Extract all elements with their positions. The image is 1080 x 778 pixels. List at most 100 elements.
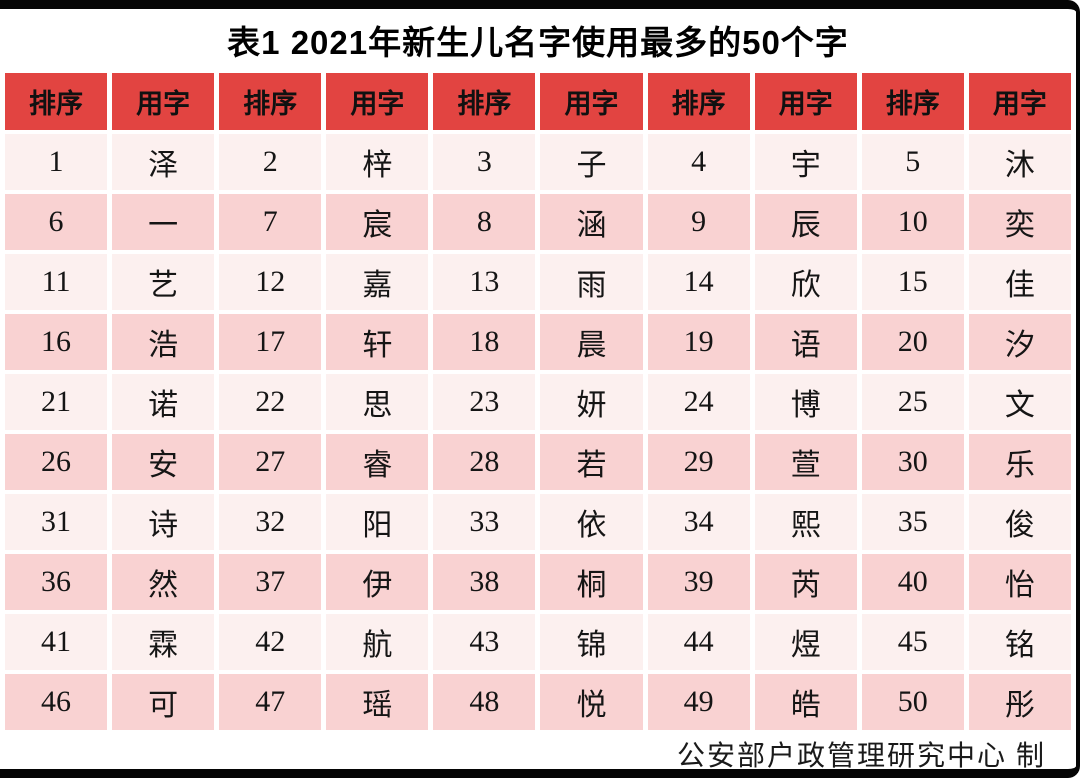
char-cell: 泽 xyxy=(112,134,215,190)
rank-cell: 9 xyxy=(647,194,750,250)
rank-cell: 22 xyxy=(219,374,322,430)
char-cell: 宸 xyxy=(326,194,429,250)
char-cell: 铭 xyxy=(968,614,1071,670)
rank-cell: 30 xyxy=(861,434,964,490)
col-header-rank: 排序 xyxy=(861,73,964,130)
char-cell: 欣 xyxy=(754,254,857,310)
char-cell: 安 xyxy=(112,434,215,490)
rank-cell: 4 xyxy=(647,134,750,190)
char-cell: 博 xyxy=(754,374,857,430)
rank-cell: 20 xyxy=(861,314,964,370)
col-header-rank: 排序 xyxy=(219,73,322,130)
rank-cell: 26 xyxy=(5,434,108,490)
table-row: 21 诺 22 思 23 妍 24 博 25 文 xyxy=(5,374,1071,430)
char-cell: 瑶 xyxy=(326,674,429,730)
col-header-char: 用字 xyxy=(112,73,215,130)
rank-cell: 1 xyxy=(5,134,108,190)
char-cell: 雨 xyxy=(540,254,643,310)
rank-cell: 44 xyxy=(647,614,750,670)
char-cell: 诺 xyxy=(112,374,215,430)
rank-cell: 41 xyxy=(5,614,108,670)
rank-cell: 50 xyxy=(861,674,964,730)
rank-cell: 33 xyxy=(433,494,536,550)
char-cell: 宇 xyxy=(754,134,857,190)
rank-cell: 39 xyxy=(647,554,750,610)
table-row: 11 艺 12 嘉 13 雨 14 欣 15 佳 xyxy=(5,254,1071,310)
table-row: 1 泽 2 梓 3 子 4 宇 5 沐 xyxy=(5,134,1071,190)
rank-cell: 8 xyxy=(433,194,536,250)
rank-cell: 10 xyxy=(861,194,964,250)
char-cell: 彤 xyxy=(968,674,1071,730)
char-cell: 悦 xyxy=(540,674,643,730)
rank-cell: 35 xyxy=(861,494,964,550)
char-cell: 佳 xyxy=(968,254,1071,310)
rank-cell: 19 xyxy=(647,314,750,370)
col-header-char: 用字 xyxy=(754,73,857,130)
char-cell: 奕 xyxy=(968,194,1071,250)
char-cell: 浩 xyxy=(112,314,215,370)
char-cell: 语 xyxy=(754,314,857,370)
char-cell: 俊 xyxy=(968,494,1071,550)
char-cell: 乐 xyxy=(968,434,1071,490)
char-cell: 芮 xyxy=(754,554,857,610)
table-row: 36 然 37 伊 38 桐 39 芮 40 怡 xyxy=(5,554,1071,610)
rank-cell: 37 xyxy=(219,554,322,610)
char-cell: 涵 xyxy=(540,194,643,250)
rank-cell: 16 xyxy=(5,314,108,370)
char-cell: 怡 xyxy=(968,554,1071,610)
table-row: 46 可 47 瑶 48 悦 49 皓 50 彤 xyxy=(5,674,1071,730)
char-cell: 霖 xyxy=(112,614,215,670)
rank-cell: 46 xyxy=(5,674,108,730)
rank-cell: 32 xyxy=(219,494,322,550)
col-header-char: 用字 xyxy=(326,73,429,130)
rank-cell: 36 xyxy=(5,554,108,610)
rank-cell: 42 xyxy=(219,614,322,670)
rank-cell: 13 xyxy=(433,254,536,310)
col-header-rank: 排序 xyxy=(5,73,108,130)
char-cell: 晨 xyxy=(540,314,643,370)
rank-cell: 21 xyxy=(5,374,108,430)
rank-cell: 31 xyxy=(5,494,108,550)
rank-cell: 5 xyxy=(861,134,964,190)
char-cell: 梓 xyxy=(326,134,429,190)
char-cell: 锦 xyxy=(540,614,643,670)
rank-cell: 6 xyxy=(5,194,108,250)
rank-cell: 23 xyxy=(433,374,536,430)
rank-cell: 3 xyxy=(433,134,536,190)
rank-cell: 7 xyxy=(219,194,322,250)
char-cell: 煜 xyxy=(754,614,857,670)
char-cell: 桐 xyxy=(540,554,643,610)
char-cell: 阳 xyxy=(326,494,429,550)
table-row: 41 霖 42 航 43 锦 44 煜 45 铭 xyxy=(5,614,1071,670)
char-cell: 妍 xyxy=(540,374,643,430)
rank-cell: 45 xyxy=(861,614,964,670)
rank-cell: 14 xyxy=(647,254,750,310)
table-row: 31 诗 32 阳 33 依 34 熙 35 俊 xyxy=(5,494,1071,550)
rank-cell: 28 xyxy=(433,434,536,490)
char-cell: 睿 xyxy=(326,434,429,490)
char-cell: 汐 xyxy=(968,314,1071,370)
char-cell: 可 xyxy=(112,674,215,730)
col-header-rank: 排序 xyxy=(433,73,536,130)
char-cell: 艺 xyxy=(112,254,215,310)
char-cell: 轩 xyxy=(326,314,429,370)
table-row: 26 安 27 睿 28 若 29 萱 30 乐 xyxy=(5,434,1071,490)
top50-baby-name-characters-table: 排序 用字 排序 用字 排序 用字 排序 用字 排序 用字 1 泽 2 梓 3 … xyxy=(0,69,1076,734)
rank-cell: 24 xyxy=(647,374,750,430)
char-cell: 皓 xyxy=(754,674,857,730)
char-cell: 辰 xyxy=(754,194,857,250)
char-cell: 嘉 xyxy=(326,254,429,310)
char-cell: 熙 xyxy=(754,494,857,550)
col-header-char: 用字 xyxy=(968,73,1071,130)
rank-cell: 17 xyxy=(219,314,322,370)
rank-cell: 18 xyxy=(433,314,536,370)
char-cell: 文 xyxy=(968,374,1071,430)
char-cell: 航 xyxy=(326,614,429,670)
source-attribution: 公安部户政管理研究中心 制 xyxy=(676,741,1046,772)
rank-cell: 25 xyxy=(861,374,964,430)
char-cell: 依 xyxy=(540,494,643,550)
rank-cell: 34 xyxy=(647,494,750,550)
table-row: 16 浩 17 轩 18 晨 19 语 20 汐 xyxy=(5,314,1071,370)
col-header-char: 用字 xyxy=(540,73,643,130)
